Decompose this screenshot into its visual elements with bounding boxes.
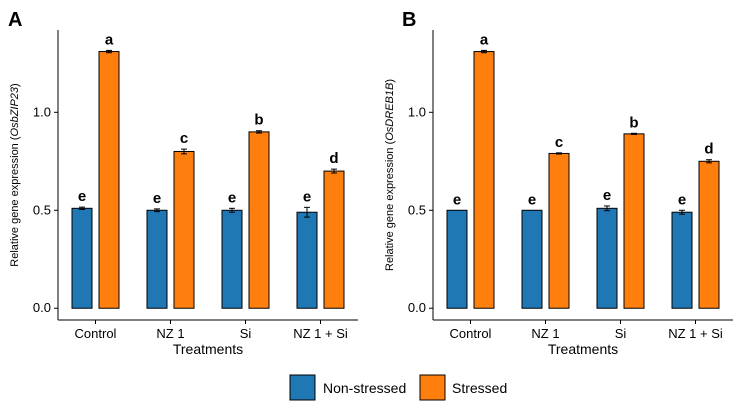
bar-non-stressed: [146, 209, 168, 309]
bar-stressed: [623, 133, 645, 309]
bar-non-stressed: [446, 209, 468, 309]
significance-letter: e: [678, 191, 686, 208]
x-axis-label: Treatments: [173, 341, 243, 357]
significance-letter: e: [603, 187, 611, 204]
x-axis-label: Treatments: [548, 341, 618, 357]
panel-b: B 0.0 0.5 1.0 Relative gene expression (OsDR…: [384, 9, 733, 357]
bar-non-stressed: [671, 211, 693, 309]
bar-stressed: [323, 170, 345, 309]
significance-letter: e: [453, 191, 461, 208]
significance-letter: e: [303, 188, 311, 205]
bar-non-stressed: [296, 211, 318, 309]
x-tick-label: Si: [240, 326, 252, 341]
legend-swatch-non-stressed: [289, 374, 316, 401]
bar-non-stressed: [521, 209, 543, 309]
significance-letter: a: [105, 31, 114, 48]
y-tick-label: 1.0: [33, 104, 51, 119]
y-tick-label: 0.0: [33, 300, 51, 315]
x-tick-label: NZ 1 + Si: [668, 326, 723, 341]
significance-letter: d: [704, 141, 713, 158]
bar-stressed: [98, 51, 120, 309]
significance-letter: b: [629, 114, 638, 131]
bar-stressed: [473, 51, 495, 309]
x-tick-label: NZ 1: [531, 326, 559, 341]
bar-stressed: [698, 160, 720, 309]
bar-stressed: [548, 152, 570, 309]
y-tick-label: 0.5: [33, 202, 51, 217]
legend-label-non-stressed: Non-stressed: [323, 380, 406, 396]
bar-stressed: [248, 131, 270, 309]
x-tick-label: Control: [75, 326, 117, 341]
bar-non-stressed: [596, 207, 618, 309]
x-tick-label: Control: [450, 326, 492, 341]
bar-non-stressed: [221, 209, 243, 309]
y-tick-label: 0.5: [408, 202, 426, 217]
legend: Non-stressed Stressed: [289, 374, 507, 401]
significance-letter: c: [555, 134, 563, 151]
panel-a: A 0.0 0.5 1.0 Relative gene expression (OsbZ…: [8, 9, 358, 357]
panel-label: A: [8, 9, 22, 31]
y-tick-label: 0.0: [408, 300, 426, 315]
significance-letter: d: [329, 150, 338, 167]
x-tick-label: NZ 1 + Si: [293, 326, 348, 341]
legend-label-stressed: Stressed: [452, 380, 507, 396]
y-axis-label: Relative gene expression (OsbZIP23): [9, 83, 21, 266]
significance-letter: e: [228, 189, 236, 206]
significance-letter: e: [528, 191, 536, 208]
y-tick-label: 1.0: [408, 104, 426, 119]
legend-swatch-stressed: [419, 374, 446, 401]
panel-label: B: [402, 9, 416, 31]
significance-letter: e: [78, 188, 86, 205]
significance-letter: c: [180, 130, 188, 147]
significance-letter: a: [480, 31, 489, 48]
significance-letter: e: [153, 190, 161, 207]
x-tick-label: NZ 1: [156, 326, 184, 341]
x-tick-label: Si: [615, 326, 627, 341]
bar-stressed: [173, 150, 195, 309]
significance-letter: b: [254, 112, 263, 129]
y-axis-label: Relative gene expression (OsDREB1B): [384, 79, 396, 271]
bar-non-stressed: [71, 207, 93, 309]
